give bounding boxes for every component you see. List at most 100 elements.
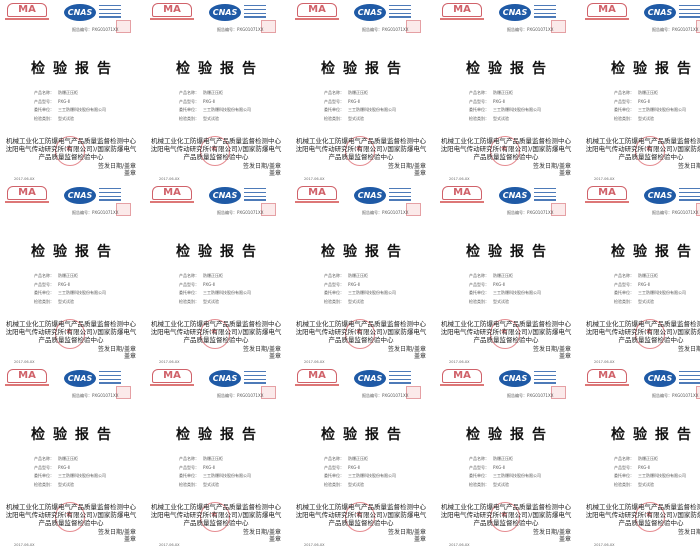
report-number: 报告编号：PXG01071XX	[652, 393, 699, 398]
field-product-name: 产品名称： 防爆正压柜	[614, 456, 658, 461]
cnas-caption	[244, 371, 266, 386]
issue-info: 签发日期/盖章盖章	[242, 346, 281, 360]
cnas-caption	[99, 5, 121, 20]
report-fields: 产品名称： 防爆正压柜 产品型号： PXG-Ⅱ 委托单位： 三工防爆科技股份有限公司 …	[614, 272, 686, 306]
field-test-type: 检验类别： 型式试验	[179, 115, 219, 121]
square-stamp	[116, 386, 131, 399]
report-cover-thumbnail[interactable]: MA CNAS 报告编号：PXG01071XX 检验报告 产品名称： 防爆正压柜 …	[580, 0, 700, 183]
report-number: 报告编号：PXG01071XX	[72, 393, 119, 398]
report-date: 2017-06-XX	[14, 543, 35, 547]
report-fields: 产品名称： 防爆正压柜 产品型号： PXG-Ⅱ 委托单位： 三工防爆科技股份有限公司 …	[179, 272, 251, 306]
report-title: 检验报告	[466, 244, 554, 260]
round-seal	[55, 319, 85, 349]
field-product-model: 产品型号： PXG-Ⅱ	[614, 281, 650, 287]
square-stamp	[261, 203, 276, 216]
cnas-logo: CNAS	[209, 187, 241, 204]
cnas-logo: CNAS	[64, 4, 96, 21]
issue-info: 签发日期/盖章盖章	[532, 163, 571, 177]
round-seal	[635, 319, 665, 349]
ma-logo: MA	[585, 2, 629, 22]
field-product-name: 产品名称： 防爆正压柜	[614, 90, 658, 95]
issue-info: 签发日期/盖章盖章	[532, 529, 571, 543]
report-title: 检验报告	[321, 427, 409, 443]
org-line-2: 沈阳电气传动研究所(有限公司)/国家防爆电气产品质量监督检验中心	[295, 511, 427, 527]
report-fields: 产品名称： 防爆正压柜 产品型号： PXG-Ⅱ 委托单位： 三工防爆科技股份有限公司 …	[469, 272, 541, 306]
report-cover-thumbnail[interactable]: MA CNAS 报告编号：PXG01071XX 检验报告 产品名称： 防爆正压柜 …	[435, 0, 577, 183]
report-date: 2017-06-XX	[594, 177, 615, 181]
report-date: 2017-06-XX	[594, 543, 615, 547]
report-cover-thumbnail[interactable]: MA CNAS 报告编号：PXG01071XX 检验报告 产品名称： 防爆正压柜 …	[435, 183, 577, 366]
field-client: 委托单位： 三工防爆科技股份有限公司	[469, 473, 541, 478]
org-line-2: 沈阳电气传动研究所(有限公司)/国家防爆电气产品质量监督检验中心	[295, 328, 427, 344]
field-product-model: 产品型号： PXG-Ⅱ	[324, 464, 360, 470]
report-cover-thumbnail[interactable]: MA CNAS 报告编号：PXG01071XX 检验报告 产品名称： 防爆正压柜 …	[145, 366, 287, 549]
cnas-logo: CNAS	[209, 4, 241, 21]
report-cover-thumbnail[interactable]: MA CNAS 报告编号：PXG01071XX 检验报告 产品名称： 防爆正压柜 …	[145, 0, 287, 183]
report-fields: 产品名称： 防爆正压柜 产品型号： PXG-Ⅱ 委托单位： 三工防爆科技股份有限公司 …	[469, 455, 541, 489]
report-date: 2017-06-XX	[594, 360, 615, 364]
report-cover-thumbnail[interactable]: MA CNAS 报告编号：PXG01071XX 检验报告 产品名称： 防爆正压柜 …	[290, 366, 432, 549]
report-cover-thumbnail[interactable]: MA CNAS 报告编号：PXG01071XX 检验报告 产品名称： 防爆正压柜 …	[0, 183, 142, 366]
report-date: 2017-06-XX	[304, 360, 325, 364]
field-client: 委托单位： 三工防爆科技股份有限公司	[34, 290, 106, 295]
field-product-name: 产品名称： 防爆正压柜	[469, 456, 513, 461]
org-line-2: 沈阳电气传动研究所(有限公司)/国家防爆电气产品质量监督检验中心	[440, 511, 572, 527]
report-date: 2017-06-XX	[159, 360, 180, 364]
field-product-name: 产品名称： 防爆正压柜	[324, 90, 368, 95]
round-seal	[345, 502, 375, 532]
square-stamp	[116, 203, 131, 216]
square-stamp	[551, 386, 566, 399]
report-cover-thumbnail[interactable]: MA CNAS 报告编号：PXG01071XX 检验报告 产品名称： 防爆正压柜 …	[435, 366, 577, 549]
ma-logo: MA	[585, 185, 629, 205]
report-cover-thumbnail[interactable]: MA CNAS 报告编号：PXG01071XX 检验报告 产品名称： 防爆正压柜 …	[0, 366, 142, 549]
report-fields: 产品名称： 防爆正压柜 产品型号： PXG-Ⅱ 委托单位： 三工防爆科技股份有限公司 …	[324, 455, 396, 489]
field-test-type: 检验类别： 型式试验	[179, 298, 219, 304]
square-stamp	[406, 203, 421, 216]
field-client: 委托单位： 三工防爆科技股份有限公司	[324, 107, 396, 112]
field-client: 委托单位： 三工防爆科技股份有限公司	[614, 473, 686, 478]
field-product-model: 产品型号： PXG-Ⅱ	[614, 98, 650, 104]
report-cover-thumbnail[interactable]: MA CNAS 报告编号：PXG01071XX 检验报告 产品名称： 防爆正压柜 …	[290, 0, 432, 183]
square-stamp	[551, 20, 566, 33]
org-line-1: 机械工业化工防爆电气产品质量监督检测中心	[151, 503, 281, 511]
field-client: 委托单位： 三工防爆科技股份有限公司	[614, 107, 686, 112]
field-product-name: 产品名称： 防爆正压柜	[179, 90, 223, 95]
org-line-2: 沈阳电气传动研究所(有限公司)/国家防爆电气产品质量监督检验中心	[5, 145, 137, 161]
field-test-type: 检验类别： 型式试验	[469, 115, 509, 121]
field-test-type: 检验类别： 型式试验	[469, 298, 509, 304]
field-client: 委托单位： 三工防爆科技股份有限公司	[179, 473, 251, 478]
report-cover-thumbnail[interactable]: MA CNAS 报告编号：PXG01071XX 检验报告 产品名称： 防爆正压柜 …	[580, 183, 700, 366]
field-test-type: 检验类别： 型式试验	[614, 298, 654, 304]
org-line-1: 机械工业化工防爆电气产品质量监督检测中心	[6, 503, 136, 511]
field-product-name: 产品名称： 防爆正压柜	[614, 273, 658, 278]
ma-logo: MA	[295, 2, 339, 22]
report-cover-thumbnail[interactable]: MA CNAS 报告编号：PXG01071XX 检验报告 产品名称： 防爆正压柜 …	[290, 183, 432, 366]
org-line-1: 机械工业化工防爆电气产品质量监督检测中心	[6, 320, 136, 328]
report-title: 检验报告	[321, 244, 409, 260]
org-line-2: 沈阳电气传动研究所(有限公司)/国家防爆电气产品质量监督检验中心	[5, 328, 137, 344]
report-date: 2017-06-XX	[449, 177, 470, 181]
report-cover-thumbnail[interactable]: MA CNAS 报告编号：PXG01071XX 检验报告 产品名称： 防爆正压柜 …	[145, 183, 287, 366]
square-stamp	[261, 386, 276, 399]
field-product-model: 产品型号： PXG-Ⅱ	[614, 464, 650, 470]
report-fields: 产品名称： 防爆正压柜 产品型号： PXG-Ⅱ 委托单位： 三工防爆科技股份有限公司 …	[614, 455, 686, 489]
report-title: 检验报告	[321, 61, 409, 77]
field-product-name: 产品名称： 防爆正压柜	[34, 273, 78, 278]
field-product-name: 产品名称： 防爆正压柜	[324, 456, 368, 461]
report-cover-thumbnail[interactable]: MA CNAS 报告编号：PXG01071XX 检验报告 产品名称： 防爆正压柜 …	[0, 0, 142, 183]
cnas-logo: CNAS	[644, 370, 676, 387]
field-product-name: 产品名称： 防爆正压柜	[34, 90, 78, 95]
field-test-type: 检验类别： 型式试验	[324, 298, 364, 304]
square-stamp	[696, 386, 700, 399]
round-seal	[490, 502, 520, 532]
field-product-model: 产品型号： PXG-Ⅱ	[34, 281, 70, 287]
report-cover-thumbnail[interactable]: MA CNAS 报告编号：PXG01071XX 检验报告 产品名称： 防爆正压柜 …	[580, 366, 700, 549]
report-fields: 产品名称： 防爆正压柜 产品型号： PXG-Ⅱ 委托单位： 三工防爆科技股份有限公司 …	[469, 89, 541, 123]
field-product-model: 产品型号： PXG-Ⅱ	[179, 281, 215, 287]
square-stamp	[551, 203, 566, 216]
report-number: 报告编号：PXG01071XX	[652, 27, 699, 32]
ma-logo: MA	[295, 368, 339, 388]
field-product-model: 产品型号： PXG-Ⅱ	[179, 98, 215, 104]
